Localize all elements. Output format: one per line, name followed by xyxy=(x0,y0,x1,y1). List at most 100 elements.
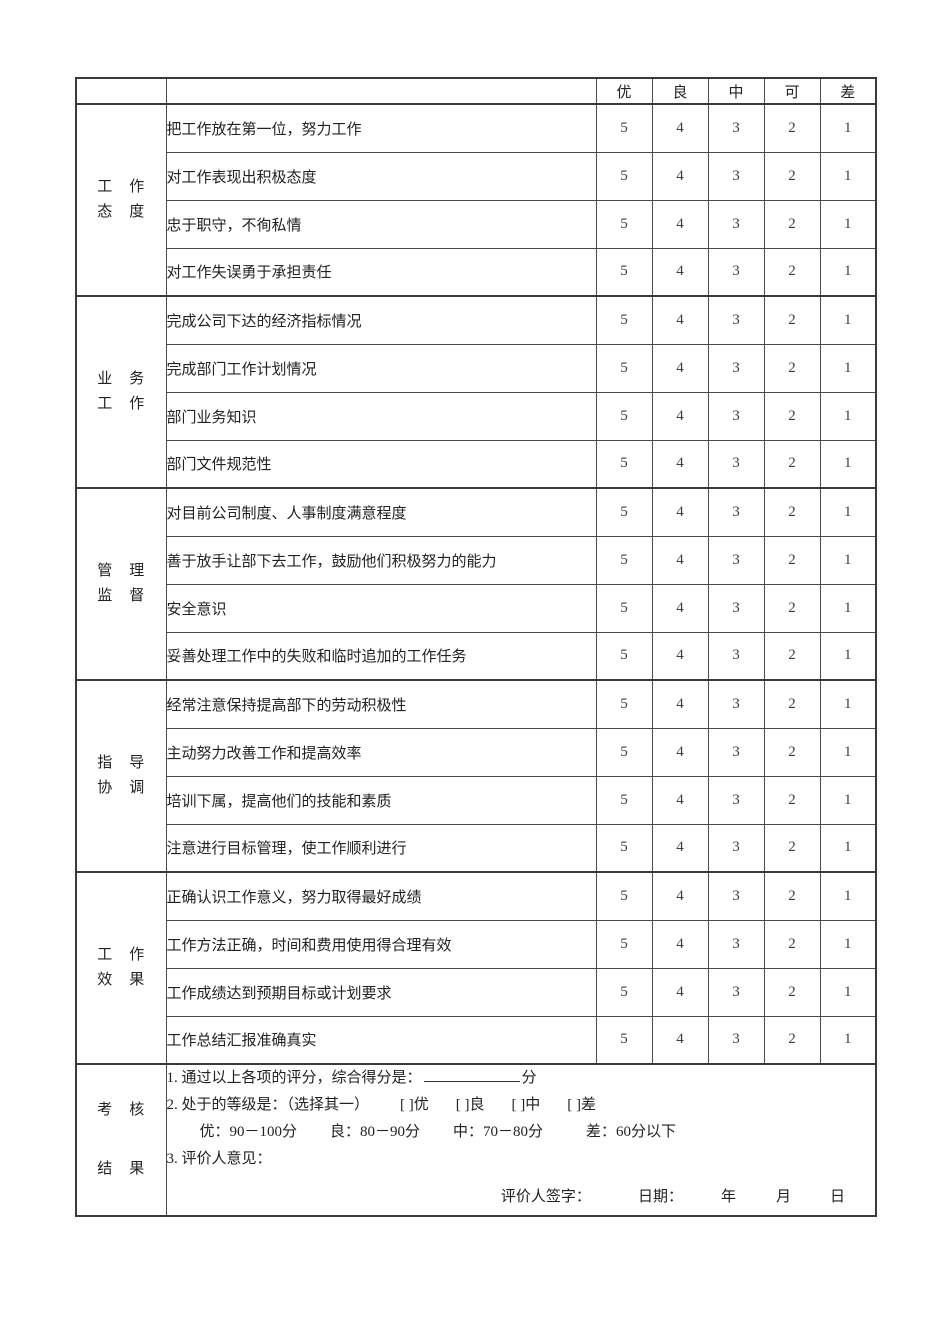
score-cell[interactable]: 5 xyxy=(595,199,653,249)
score-cell[interactable]: 4 xyxy=(651,631,709,681)
score-cell[interactable]: 1 xyxy=(819,727,877,777)
score-cell[interactable]: 4 xyxy=(651,535,709,585)
score-cell[interactable]: 5 xyxy=(595,775,653,825)
score-cell[interactable]: 3 xyxy=(707,343,765,393)
score-cell[interactable]: 4 xyxy=(651,967,709,1017)
score-cell[interactable]: 1 xyxy=(819,775,877,825)
score-cell[interactable]: 3 xyxy=(707,631,765,681)
score-cell[interactable]: 4 xyxy=(651,775,709,825)
score-cell[interactable]: 5 xyxy=(595,967,653,1017)
score-cell[interactable]: 5 xyxy=(595,103,653,153)
score-cell[interactable]: 2 xyxy=(763,343,821,393)
score-cell[interactable]: 4 xyxy=(651,727,709,777)
score-cell[interactable]: 3 xyxy=(707,1015,765,1065)
score-cell[interactable]: 4 xyxy=(651,391,709,441)
score-cell[interactable]: 5 xyxy=(595,1015,653,1065)
score-cell[interactable]: 2 xyxy=(763,823,821,873)
score-cell[interactable]: 4 xyxy=(651,823,709,873)
score-cell[interactable]: 2 xyxy=(763,775,821,825)
score-cell[interactable]: 4 xyxy=(651,919,709,969)
grade-option-checkbox[interactable]: [ ]良 xyxy=(455,1097,485,1113)
score-cell[interactable]: 3 xyxy=(707,967,765,1017)
score-cell[interactable]: 4 xyxy=(651,151,709,201)
score-cell[interactable]: 1 xyxy=(819,295,877,345)
score-cell[interactable]: 1 xyxy=(819,583,877,633)
score-cell[interactable]: 1 xyxy=(819,151,877,201)
score-cell[interactable]: 5 xyxy=(595,247,653,297)
score-cell[interactable]: 5 xyxy=(595,631,653,681)
score-cell[interactable]: 1 xyxy=(819,439,877,489)
score-cell[interactable]: 4 xyxy=(651,679,709,729)
score-cell[interactable]: 1 xyxy=(819,103,877,153)
score-cell[interactable]: 1 xyxy=(819,679,877,729)
score-cell[interactable]: 3 xyxy=(707,919,765,969)
score-cell[interactable]: 5 xyxy=(595,391,653,441)
score-cell[interactable]: 5 xyxy=(595,343,653,393)
score-cell[interactable]: 4 xyxy=(651,199,709,249)
score-cell[interactable]: 2 xyxy=(763,391,821,441)
score-cell[interactable]: 3 xyxy=(707,535,765,585)
score-cell[interactable]: 5 xyxy=(595,487,653,537)
score-cell[interactable]: 2 xyxy=(763,103,821,153)
score-cell[interactable]: 5 xyxy=(595,823,653,873)
score-cell[interactable]: 1 xyxy=(819,823,877,873)
score-cell[interactable]: 3 xyxy=(707,727,765,777)
grade-option-checkbox[interactable]: [ ]中 xyxy=(511,1097,541,1113)
score-cell[interactable]: 2 xyxy=(763,439,821,489)
score-cell[interactable]: 5 xyxy=(595,871,653,921)
score-cell[interactable]: 3 xyxy=(707,439,765,489)
score-cell[interactable]: 4 xyxy=(651,871,709,921)
score-cell[interactable]: 3 xyxy=(707,775,765,825)
score-cell[interactable]: 2 xyxy=(763,727,821,777)
score-cell[interactable]: 4 xyxy=(651,583,709,633)
score-cell[interactable]: 5 xyxy=(595,535,653,585)
score-cell[interactable]: 2 xyxy=(763,919,821,969)
score-cell[interactable]: 3 xyxy=(707,823,765,873)
score-cell[interactable]: 5 xyxy=(595,727,653,777)
score-cell[interactable]: 2 xyxy=(763,247,821,297)
score-cell[interactable]: 4 xyxy=(651,1015,709,1065)
score-cell[interactable]: 1 xyxy=(819,487,877,537)
score-cell[interactable]: 4 xyxy=(651,295,709,345)
score-cell[interactable]: 2 xyxy=(763,1015,821,1065)
score-cell[interactable]: 3 xyxy=(707,151,765,201)
score-cell[interactable]: 1 xyxy=(819,871,877,921)
score-cell[interactable]: 1 xyxy=(819,1015,877,1065)
score-cell[interactable]: 1 xyxy=(819,247,877,297)
grade-option-checkbox[interactable]: [ ]差 xyxy=(567,1097,597,1113)
score-blank-underline[interactable] xyxy=(423,1068,520,1082)
score-cell[interactable]: 2 xyxy=(763,583,821,633)
score-cell[interactable]: 3 xyxy=(707,487,765,537)
score-cell[interactable]: 3 xyxy=(707,295,765,345)
grade-option-checkbox[interactable]: [ ]优 xyxy=(400,1097,429,1113)
score-cell[interactable]: 2 xyxy=(763,199,821,249)
score-cell[interactable]: 2 xyxy=(763,151,821,201)
score-cell[interactable]: 4 xyxy=(651,343,709,393)
score-cell[interactable]: 3 xyxy=(707,103,765,153)
score-cell[interactable]: 4 xyxy=(651,103,709,153)
score-cell[interactable]: 3 xyxy=(707,199,765,249)
score-cell[interactable]: 1 xyxy=(819,199,877,249)
score-cell[interactable]: 2 xyxy=(763,631,821,681)
score-cell[interactable]: 3 xyxy=(707,247,765,297)
score-cell[interactable]: 1 xyxy=(819,967,877,1017)
score-cell[interactable]: 1 xyxy=(819,919,877,969)
score-cell[interactable]: 4 xyxy=(651,439,709,489)
score-cell[interactable]: 3 xyxy=(707,583,765,633)
score-cell[interactable]: 5 xyxy=(595,583,653,633)
score-cell[interactable]: 3 xyxy=(707,391,765,441)
score-cell[interactable]: 5 xyxy=(595,295,653,345)
score-cell[interactable]: 5 xyxy=(595,679,653,729)
score-cell[interactable]: 4 xyxy=(651,487,709,537)
score-cell[interactable]: 1 xyxy=(819,343,877,393)
score-cell[interactable]: 2 xyxy=(763,535,821,585)
score-cell[interactable]: 5 xyxy=(595,919,653,969)
score-cell[interactable]: 2 xyxy=(763,871,821,921)
score-cell[interactable]: 3 xyxy=(707,871,765,921)
score-cell[interactable]: 5 xyxy=(595,439,653,489)
score-cell[interactable]: 1 xyxy=(819,535,877,585)
score-cell[interactable]: 4 xyxy=(651,247,709,297)
score-cell[interactable]: 3 xyxy=(707,679,765,729)
score-cell[interactable]: 2 xyxy=(763,679,821,729)
score-cell[interactable]: 1 xyxy=(819,631,877,681)
